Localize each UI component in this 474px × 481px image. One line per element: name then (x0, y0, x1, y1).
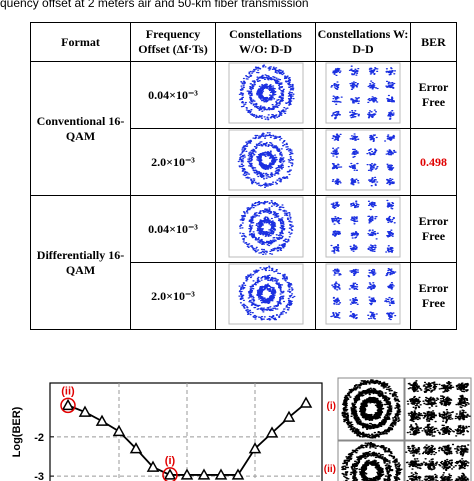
constellation (215, 61, 316, 129)
constellation (315, 128, 411, 196)
ber-cell: Error Free (410, 61, 457, 129)
inset-frame (404, 377, 472, 441)
y-tick-label: -3 (34, 471, 44, 481)
inset-label: (ii) (324, 464, 336, 475)
caption: quency offset at 2 meters air and 50-km … (0, 0, 309, 10)
offset-cell: 2.0×10⁻³ (130, 262, 216, 330)
header-cell: Constellations W: D-D (315, 22, 411, 62)
y-axis-label: Log(BER) (11, 406, 23, 457)
constellation-dots (341, 379, 402, 439)
offset-cell: 0.04×10⁻³ (130, 195, 216, 263)
plot-box (228, 129, 303, 191)
constellation-dots (330, 199, 396, 254)
annotation-circle (162, 467, 178, 481)
annotation: (i) (165, 455, 176, 467)
header-cell: Constellations W/O: D-D (215, 22, 316, 62)
data-point (129, 442, 143, 454)
data-point (163, 468, 177, 480)
constellation-dots (330, 133, 397, 187)
data-point (112, 424, 126, 437)
constellation-dots (330, 65, 397, 120)
plot-box (325, 129, 401, 191)
plot-frame (49, 382, 323, 481)
series-line (67, 402, 307, 476)
offset-cell: 2.0×10⁻³ (130, 128, 216, 196)
plot-box (228, 196, 303, 258)
data-point (299, 396, 313, 408)
data-point (248, 442, 262, 454)
constellation (315, 61, 411, 129)
data-point (265, 426, 279, 438)
header-cell: BER (410, 22, 457, 62)
constellation-dots (341, 441, 403, 481)
constellation-dots (237, 132, 294, 188)
constellation (315, 195, 411, 263)
data-point (282, 410, 296, 422)
data-point (78, 405, 92, 417)
inset-frame (337, 377, 405, 441)
constellation-dots (237, 265, 295, 321)
inset-frame (337, 440, 405, 481)
header-cell: Frequency Offset (Δf·Ts) (130, 22, 216, 62)
format-cell: Differentially 16-QAM (30, 195, 131, 330)
inset-frame (404, 440, 472, 481)
plot-box (228, 62, 303, 124)
constellation-dots (238, 199, 294, 256)
data-point (197, 468, 211, 480)
ber-cell: Error Free (410, 195, 457, 263)
plot-box (325, 62, 401, 124)
data-point (231, 468, 245, 480)
annotation: (ii) (61, 385, 75, 397)
data-point (146, 460, 160, 472)
results-table: Format Frequency Offset (Δf·Ts) Constell… (30, 22, 457, 330)
data-point (61, 398, 75, 411)
annotation-circle (60, 397, 76, 414)
header-cell: Format (30, 22, 131, 62)
format-cell: Conventional 16-QAM (30, 61, 131, 196)
plot-box (228, 263, 303, 325)
constellation-dots (330, 268, 397, 321)
constellation (215, 128, 316, 196)
constellation-dots (238, 64, 295, 121)
plot-box (325, 263, 401, 325)
constellation-dots (405, 380, 471, 481)
data-point (95, 414, 109, 426)
ber-cell: Error Free (410, 262, 457, 330)
data-point (214, 468, 228, 480)
plot-box (325, 196, 401, 258)
y-tick-label: -2 (34, 432, 44, 444)
constellation (215, 262, 316, 330)
offset-cell: 0.04×10⁻³ (130, 61, 216, 129)
constellation (315, 262, 411, 330)
inset-label: (i) (327, 401, 336, 412)
data-point (180, 468, 194, 480)
ber-cell: 0.498 (410, 128, 457, 196)
constellation (215, 195, 316, 263)
